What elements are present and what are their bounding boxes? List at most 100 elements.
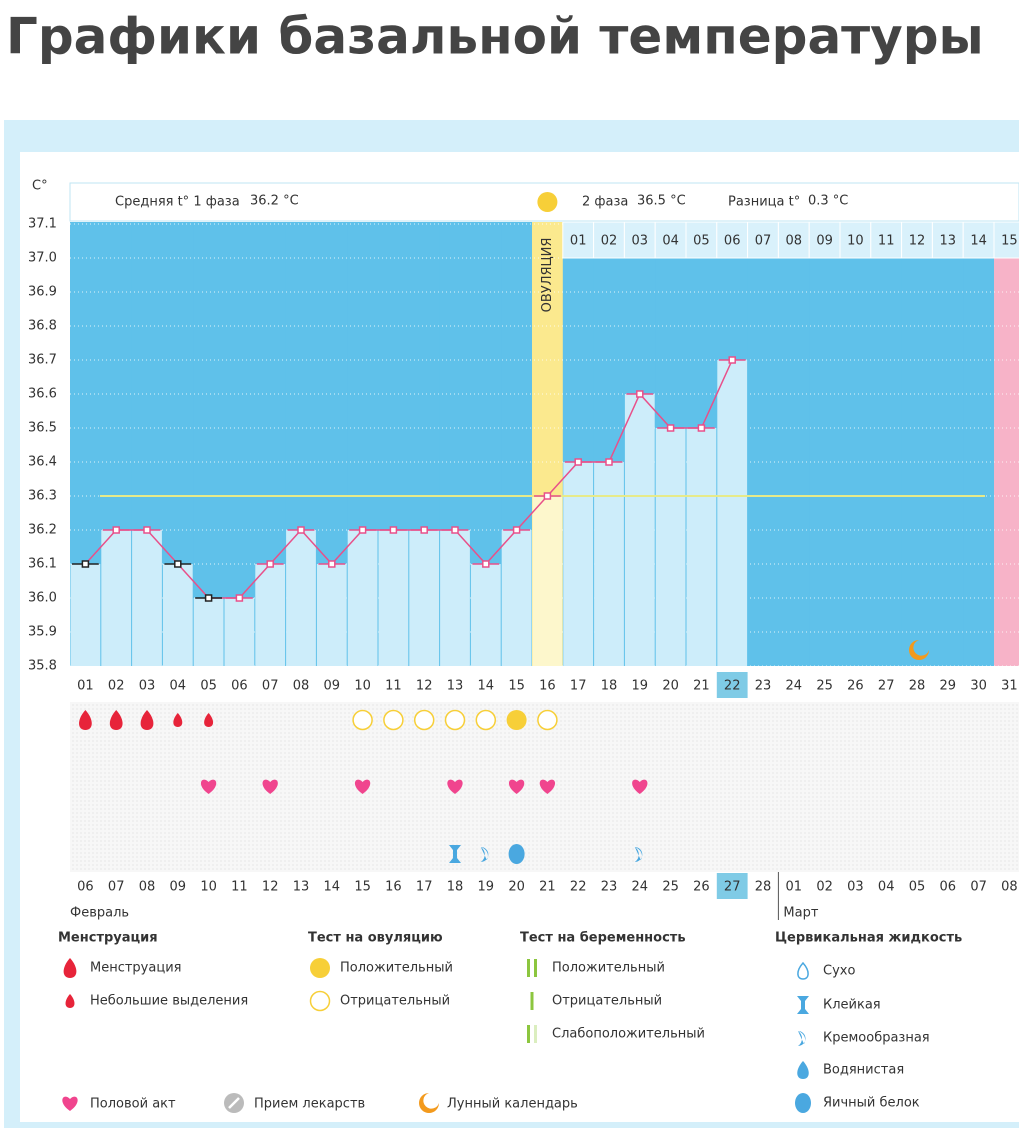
bar	[655, 428, 686, 666]
legend-item: Небольшие выделения	[90, 994, 248, 1009]
current-date	[716, 873, 748, 899]
x-tick-label: 18	[601, 679, 618, 694]
point	[174, 560, 182, 568]
drop-small	[204, 713, 214, 727]
bar	[532, 496, 563, 666]
preg-bar	[527, 1025, 530, 1043]
x-tick-label: 19	[632, 679, 649, 694]
plot-column	[994, 222, 1019, 666]
legend-item: Кремообразная	[823, 1031, 930, 1046]
point	[358, 526, 367, 534]
bar	[717, 360, 748, 666]
test-positive	[506, 710, 527, 730]
point	[482, 560, 490, 568]
phase2-day-cell	[623, 221, 656, 259]
point	[451, 526, 459, 534]
moon	[909, 640, 929, 660]
x-tick-label: 12	[416, 679, 433, 694]
date-label: 02	[816, 880, 833, 895]
heart	[354, 779, 371, 794]
fluid-cream	[480, 847, 489, 862]
date-label: 23	[601, 880, 618, 895]
test-negative	[475, 709, 497, 731]
x-tick-label: 25	[816, 679, 833, 694]
y-tick-label: 36.8	[28, 319, 57, 334]
date-label: 07	[108, 880, 125, 895]
x-tick-label: 31	[1001, 679, 1018, 694]
phase2-day: 12	[909, 234, 926, 249]
x-tick-label: 13	[447, 679, 464, 694]
phase2-day: 10	[847, 234, 864, 249]
bar	[624, 394, 655, 666]
drop-small	[65, 994, 75, 1008]
x-tick-label: 10	[354, 679, 371, 694]
phase2-day: 06	[724, 234, 741, 249]
x-tick-label: 26	[847, 679, 864, 694]
bar	[286, 530, 316, 666]
legend-title: Тест на беременность	[520, 931, 686, 946]
y-tick-label: 36.5	[28, 421, 57, 436]
point	[636, 390, 644, 398]
date-label: 19	[478, 880, 495, 895]
bar	[347, 530, 378, 666]
date-label: 11	[231, 880, 248, 895]
phase2-day-cell	[777, 221, 810, 259]
phase2-day-cell	[962, 221, 995, 259]
point	[728, 356, 736, 364]
point	[297, 526, 305, 534]
pill-line	[228, 1097, 240, 1109]
x-tick-label: 30	[970, 679, 987, 694]
y-tick-label: 36.9	[28, 285, 57, 300]
y-axis-label: C°	[32, 179, 48, 194]
point	[543, 492, 552, 500]
phase1-label: Средняя t° 1 фаза	[115, 195, 240, 210]
fluid-sticky	[797, 996, 809, 1014]
ovulation-sun	[537, 192, 558, 212]
fluid-watery	[797, 1061, 809, 1079]
legend-item: Клейкая	[823, 998, 881, 1013]
heart	[62, 1096, 78, 1111]
test-negative	[444, 709, 466, 731]
date-label: 01	[786, 880, 803, 895]
y-tick-label: 36.6	[28, 387, 57, 402]
legend-title: Цервикальная жидкость	[775, 931, 962, 946]
point	[666, 424, 675, 432]
date-label: 08	[139, 880, 156, 895]
x-tick-label: 21	[693, 679, 710, 694]
date-label: 20	[508, 880, 525, 895]
point	[574, 458, 582, 466]
bar	[132, 530, 162, 666]
bar	[101, 530, 132, 666]
date-label: 28	[755, 880, 772, 895]
plot-column	[870, 222, 903, 666]
date-label: 08	[1001, 880, 1018, 895]
fluid-eggwhite	[508, 844, 525, 864]
date-label: 21	[539, 880, 556, 895]
phase2-day: 11	[878, 234, 895, 249]
phase2-day: 09	[816, 234, 833, 249]
bar	[686, 428, 717, 666]
point	[81, 560, 90, 568]
bar	[162, 564, 193, 666]
legend-item: Слабоположительный	[552, 1027, 705, 1042]
point	[143, 526, 151, 534]
month-label: Февраль	[70, 906, 129, 921]
ovulation-label: ОВУЛЯЦИЯ	[540, 238, 555, 313]
y-tick-label: 36.4	[28, 455, 57, 470]
drop	[109, 710, 123, 730]
phase2-day: 14	[970, 234, 987, 249]
plot-column	[809, 222, 841, 666]
phase2-day-cell	[993, 221, 1019, 259]
x-tick-label: 05	[200, 679, 217, 694]
drop	[63, 958, 77, 978]
date-label: 06	[77, 880, 94, 895]
phase1-value: 36.2 °C	[250, 194, 299, 209]
phase2-day: 05	[693, 234, 710, 249]
y-tick-label: 35.9	[28, 625, 57, 640]
x-tick-label: 16	[539, 679, 556, 694]
date-label: 26	[693, 880, 710, 895]
x-tick-label: 28	[909, 679, 926, 694]
y-tick-label: 36.2	[28, 523, 57, 538]
legend-item: Половой акт	[90, 1097, 176, 1112]
